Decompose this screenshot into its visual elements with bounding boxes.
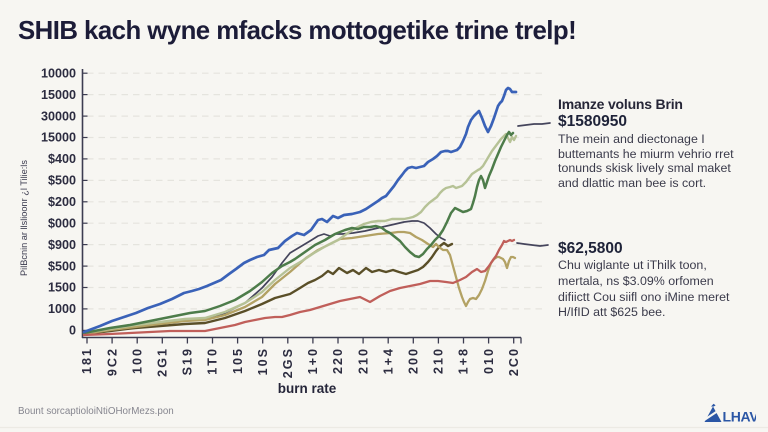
svg-text:1+8: 1+8 — [457, 347, 471, 374]
svg-text:105: 105 — [231, 347, 245, 374]
svg-text:S19: S19 — [181, 347, 195, 375]
svg-text:100: 100 — [130, 347, 144, 374]
svg-text:$500: $500 — [48, 174, 76, 188]
svg-text:15000: 15000 — [41, 88, 76, 102]
svg-text:181: 181 — [80, 347, 94, 374]
svg-text:LHAV: LHAV — [723, 409, 757, 425]
svg-text:1000: 1000 — [48, 302, 76, 316]
svg-text:15000: 15000 — [41, 131, 76, 145]
svg-text:PilBcnin ar llslioonr ¿l Tilie: PilBcnin ar llslioonr ¿l Tilie:ls — [19, 160, 29, 276]
svg-text:$500: $500 — [48, 259, 76, 273]
svg-text:9C2: 9C2 — [105, 347, 119, 376]
svg-text:10000: 10000 — [41, 66, 76, 80]
svg-text:1+0: 1+0 — [306, 347, 320, 374]
svg-text:10S: 10S — [256, 347, 270, 375]
svg-text:$900: $900 — [48, 238, 76, 252]
svg-text:1+4: 1+4 — [381, 347, 395, 374]
svg-text:$400: $400 — [48, 152, 76, 166]
svg-text:30000: 30000 — [41, 109, 76, 123]
svg-text:2GS: 2GS — [281, 347, 295, 378]
svg-text:$000: $000 — [48, 216, 76, 230]
svg-text:1T0: 1T0 — [206, 347, 220, 375]
svg-text:200: 200 — [407, 347, 421, 374]
svg-text:1500: 1500 — [48, 281, 76, 295]
svg-text:2G1: 2G1 — [156, 347, 170, 377]
svg-text:0: 0 — [69, 324, 76, 338]
svg-text:210: 210 — [432, 347, 446, 374]
svg-text:2C0: 2C0 — [507, 347, 521, 376]
svg-text:220: 220 — [331, 347, 345, 374]
svg-text:010: 010 — [482, 347, 496, 374]
svg-text:$200: $200 — [48, 195, 76, 209]
svg-text:210: 210 — [356, 347, 370, 374]
svg-text:burn rate: burn rate — [278, 381, 337, 396]
